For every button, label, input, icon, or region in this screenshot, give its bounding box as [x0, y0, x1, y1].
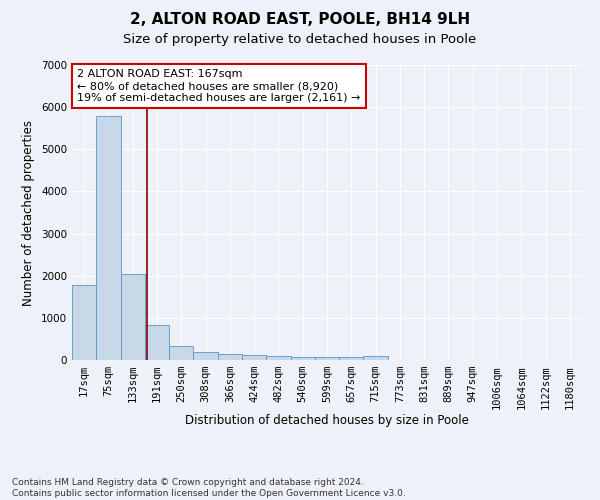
X-axis label: Distribution of detached houses by size in Poole: Distribution of detached houses by size …: [185, 414, 469, 427]
Bar: [218, 354, 242, 360]
Text: Size of property relative to detached houses in Poole: Size of property relative to detached ho…: [124, 32, 476, 46]
Bar: [193, 352, 218, 360]
Bar: [290, 357, 315, 360]
Bar: [145, 324, 169, 360]
Bar: [169, 346, 193, 360]
Bar: [339, 358, 364, 360]
Bar: [315, 358, 339, 360]
Bar: [96, 116, 121, 360]
Bar: [72, 285, 96, 360]
Bar: [266, 356, 290, 360]
Bar: [364, 356, 388, 360]
Bar: [242, 356, 266, 360]
Text: 2 ALTON ROAD EAST: 167sqm
← 80% of detached houses are smaller (8,920)
19% of se: 2 ALTON ROAD EAST: 167sqm ← 80% of detac…: [77, 70, 361, 102]
Text: Contains HM Land Registry data © Crown copyright and database right 2024.
Contai: Contains HM Land Registry data © Crown c…: [12, 478, 406, 498]
Y-axis label: Number of detached properties: Number of detached properties: [22, 120, 35, 306]
Text: 2, ALTON ROAD EAST, POOLE, BH14 9LH: 2, ALTON ROAD EAST, POOLE, BH14 9LH: [130, 12, 470, 28]
Bar: [121, 274, 145, 360]
